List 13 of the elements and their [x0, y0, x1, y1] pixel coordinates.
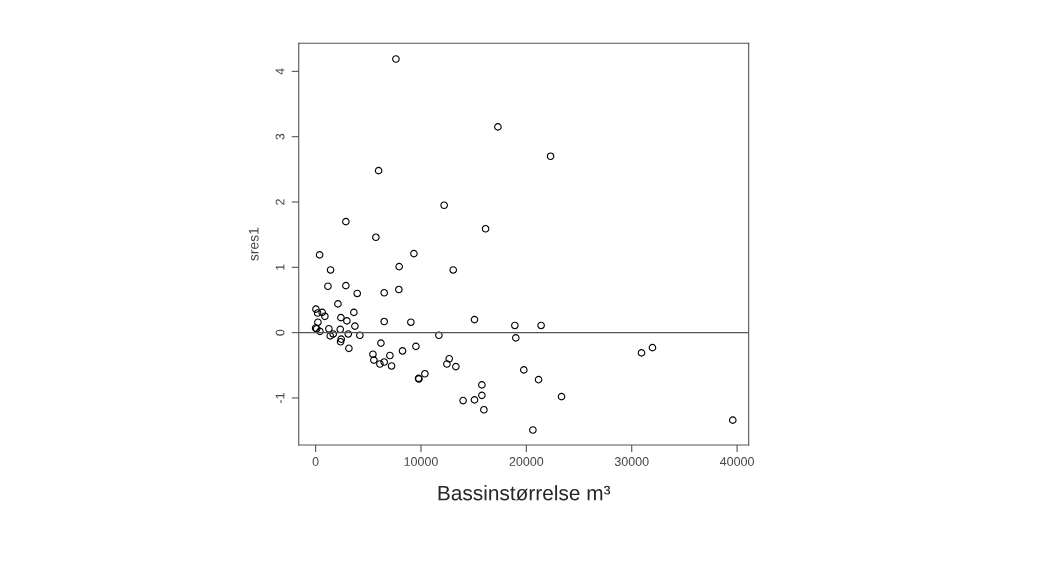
x-tick-label: 10000 [404, 457, 438, 466]
y-tick-label: 4 [275, 68, 285, 75]
x-tick-label: 30000 [614, 457, 649, 466]
x-axis-title: Bassinstørrelse m³ [438, 485, 611, 501]
x-tick-label: 0 [312, 457, 319, 466]
y-tick-label: 1 [275, 264, 285, 270]
y-tick-label: -1 [275, 393, 285, 403]
x-tick-label: 40000 [720, 457, 754, 466]
y-axis-title: sres1 [248, 227, 259, 261]
y-tick-label: 3 [275, 133, 285, 140]
y-tick-label: 0 [275, 329, 285, 336]
y-tick-label: 2 [275, 199, 285, 205]
x-tick-label: 20000 [509, 457, 544, 466]
